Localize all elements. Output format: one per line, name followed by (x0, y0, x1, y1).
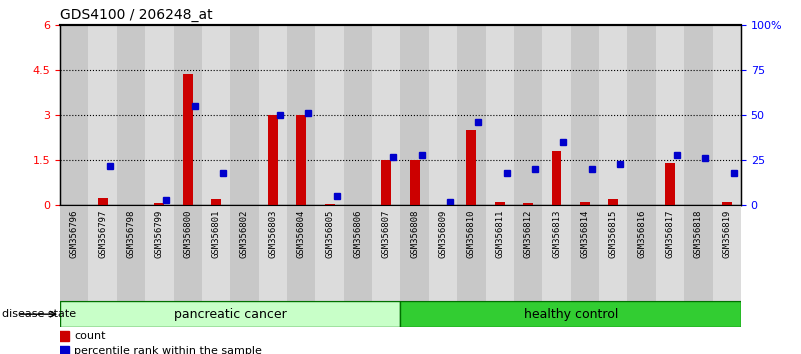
Bar (627, 25, 656, 205)
Bar (381, 160, 391, 205)
Text: GSM356800: GSM356800 (183, 210, 192, 258)
Bar (174, 25, 202, 205)
Bar (542, 205, 570, 301)
Bar (268, 115, 278, 205)
Bar (627, 205, 656, 301)
Bar (722, 202, 731, 205)
Text: GSM356808: GSM356808 (410, 210, 419, 258)
Bar (656, 205, 684, 301)
Bar (713, 25, 741, 205)
Text: GSM356817: GSM356817 (666, 210, 674, 258)
Text: GDS4100 / 206248_at: GDS4100 / 206248_at (60, 8, 213, 22)
Bar (429, 25, 457, 205)
Bar (117, 25, 145, 205)
Text: GSM356811: GSM356811 (495, 210, 505, 258)
Bar (684, 205, 713, 301)
Text: GSM356805: GSM356805 (325, 210, 334, 258)
Bar (88, 25, 117, 205)
Text: count: count (74, 331, 106, 341)
Text: healthy control: healthy control (524, 308, 618, 321)
Text: GSM356818: GSM356818 (694, 210, 702, 258)
Bar (287, 205, 316, 301)
Bar (514, 25, 542, 205)
Text: GSM356816: GSM356816 (637, 210, 646, 258)
Text: GSM356797: GSM356797 (99, 210, 107, 258)
Text: GSM356799: GSM356799 (155, 210, 164, 258)
Bar (523, 203, 533, 205)
Bar (656, 25, 684, 205)
Text: GSM356814: GSM356814 (581, 210, 590, 258)
Text: pancreatic cancer: pancreatic cancer (174, 308, 287, 321)
Text: GSM356803: GSM356803 (268, 210, 277, 258)
Bar (60, 205, 88, 301)
Bar (231, 205, 259, 301)
Bar (570, 205, 599, 301)
Bar (599, 25, 627, 205)
Bar (60, 25, 88, 205)
Bar (552, 151, 562, 205)
Bar (145, 205, 174, 301)
Bar (410, 160, 420, 205)
Text: disease state: disease state (2, 309, 76, 319)
Bar (457, 205, 485, 301)
Bar (202, 25, 231, 205)
Text: GSM356798: GSM356798 (127, 210, 135, 258)
Text: GSM356804: GSM356804 (296, 210, 306, 258)
Text: GSM356815: GSM356815 (609, 210, 618, 258)
Bar (183, 74, 193, 205)
Bar (599, 205, 627, 301)
Bar (457, 25, 485, 205)
Text: GSM356802: GSM356802 (240, 210, 249, 258)
Bar (485, 205, 514, 301)
Text: GSM356801: GSM356801 (211, 210, 220, 258)
Text: GSM356809: GSM356809 (439, 210, 448, 258)
Bar (316, 25, 344, 205)
Bar (259, 25, 287, 205)
Bar (429, 205, 457, 301)
Bar (231, 25, 259, 205)
Bar (372, 205, 400, 301)
Bar (174, 205, 202, 301)
Bar (580, 202, 590, 205)
Bar (400, 205, 429, 301)
Bar (117, 205, 145, 301)
Text: GSM356810: GSM356810 (467, 210, 476, 258)
Bar (98, 198, 107, 205)
Bar (684, 25, 713, 205)
Text: GSM356819: GSM356819 (723, 210, 731, 258)
Bar (570, 25, 599, 205)
Bar (542, 25, 570, 205)
Bar (296, 115, 306, 205)
Bar (344, 205, 372, 301)
Bar (344, 25, 372, 205)
Bar (155, 203, 164, 205)
Text: GSM356813: GSM356813 (552, 210, 561, 258)
Text: GSM356812: GSM356812 (524, 210, 533, 258)
Bar (665, 163, 675, 205)
Text: GSM356806: GSM356806 (353, 210, 362, 258)
Bar (372, 25, 400, 205)
Bar (400, 301, 741, 327)
Bar (713, 205, 741, 301)
Bar (608, 199, 618, 205)
Text: GSM356807: GSM356807 (382, 210, 391, 258)
Bar (202, 205, 231, 301)
Bar (145, 25, 174, 205)
Bar (514, 205, 542, 301)
Bar (400, 25, 429, 205)
Bar (88, 205, 117, 301)
Bar (466, 130, 477, 205)
Bar (259, 205, 287, 301)
Bar (485, 25, 514, 205)
Bar (211, 199, 221, 205)
Bar (60, 301, 400, 327)
Text: percentile rank within the sample: percentile rank within the sample (74, 346, 262, 354)
Bar (495, 202, 505, 205)
Bar (287, 25, 316, 205)
Bar (316, 205, 344, 301)
Bar (324, 204, 335, 205)
Text: GSM356796: GSM356796 (70, 210, 78, 258)
